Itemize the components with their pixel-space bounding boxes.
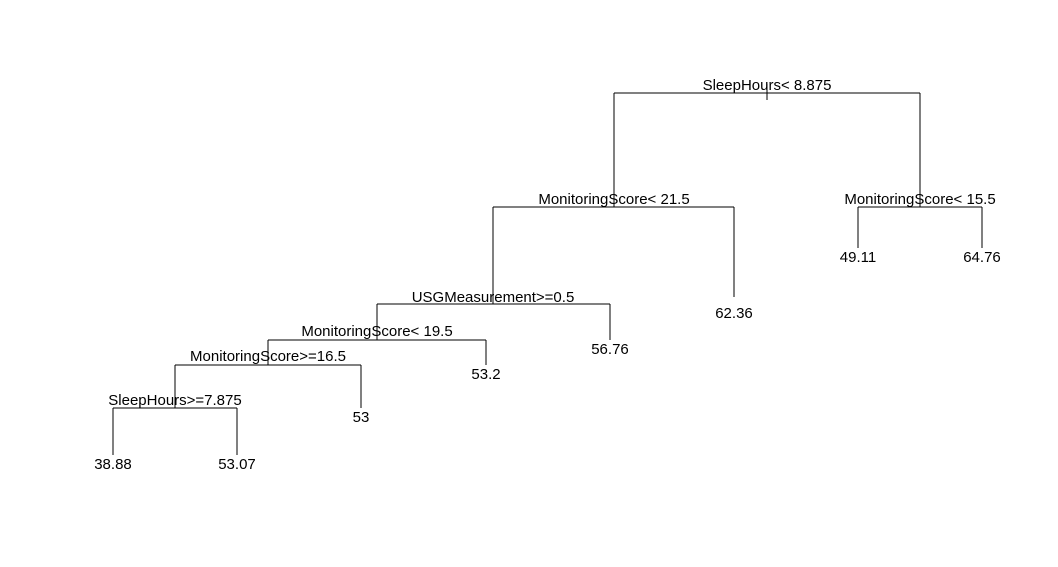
split-label-n5: MonitoringScore< 19.5	[301, 323, 452, 340]
split-label-n7: SleepHours>=7.875	[108, 392, 241, 409]
split-label-n2: MonitoringScore< 21.5	[538, 191, 689, 208]
split-label-n6: MonitoringScore>=16.5	[190, 348, 346, 365]
split-label-n4: USGMeasurement>=0.5	[412, 289, 575, 306]
leaf-value: 53.07	[218, 456, 256, 473]
leaf-value: 53	[353, 409, 370, 426]
leaf-value: 49.11	[840, 249, 876, 266]
leaf-value: 38.88	[94, 456, 132, 473]
leaf-value: 53.2	[471, 366, 500, 383]
split-label-n1: SleepHours< 8.875	[703, 77, 832, 94]
split-label-n3: MonitoringScore< 15.5	[844, 191, 995, 208]
leaf-value: 64.76	[963, 249, 1001, 266]
leaf-value: 62.36	[715, 305, 753, 322]
leaf-value: 56.76	[591, 341, 629, 358]
